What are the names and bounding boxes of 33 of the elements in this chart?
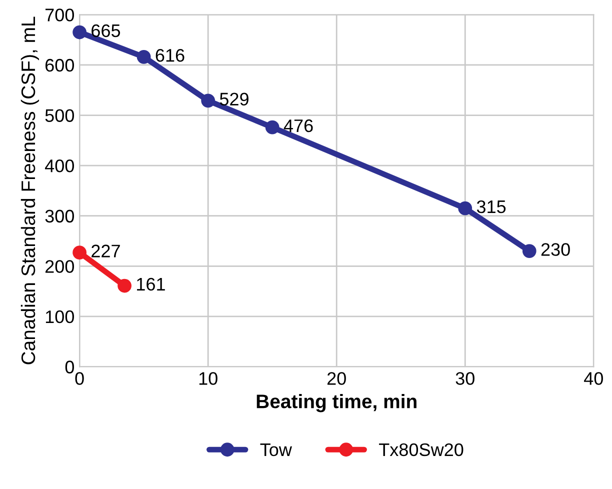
y-tick-label: 500 [45, 109, 74, 122]
y-tick-label: 0 [65, 360, 74, 374]
y-tick-label: 200 [45, 260, 74, 273]
data-label: 476 [284, 119, 313, 132]
y-tick-label: 100 [46, 310, 74, 324]
y-tick-label: 300 [45, 210, 74, 223]
y-tick-label: 400 [44, 159, 74, 172]
y-tick-label: 700 [46, 8, 74, 22]
data-label: 315 [476, 200, 506, 214]
legend-label: Tow [260, 444, 292, 456]
data-label: 227 [92, 244, 120, 258]
point [118, 278, 132, 293]
x-tick-label: 0 [75, 372, 84, 385]
point [72, 25, 87, 40]
y-axis-title: Canadian Standard Freeness (CSF), mL [20, 16, 40, 364]
point [458, 201, 472, 216]
data-label: 616 [156, 48, 184, 62]
point [265, 120, 280, 134]
x-tick-label: 40 [584, 372, 603, 385]
data-label: 529 [220, 92, 248, 106]
data-label: 665 [92, 24, 120, 38]
x-tick-label: 30 [456, 372, 474, 385]
point [72, 246, 87, 260]
data-label: 230 [541, 243, 570, 256]
point [201, 94, 216, 108]
y-tick-label: 600 [45, 58, 74, 72]
legend-label: Tx80Sw20 [379, 443, 464, 456]
point [522, 244, 536, 258]
x-tick-label: 10 [199, 372, 218, 385]
point [136, 50, 151, 64]
x-tick-label: 20 [327, 372, 346, 385]
data-label: 161 [137, 278, 165, 291]
x-axis-title: Beating time, min [256, 394, 416, 412]
